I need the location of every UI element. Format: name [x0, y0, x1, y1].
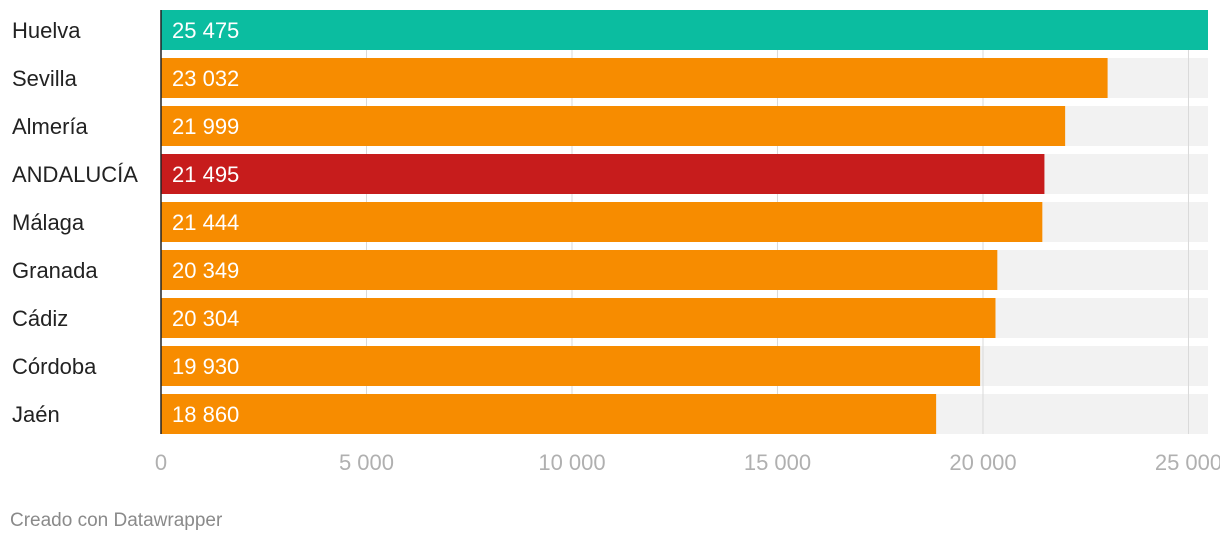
category-label: Cádiz — [12, 306, 68, 331]
value-label: 25 475 — [172, 18, 239, 43]
x-tick-label: 20 000 — [949, 450, 1016, 475]
bar — [161, 10, 1208, 50]
value-label: 21 495 — [172, 162, 239, 187]
bar — [161, 154, 1045, 194]
value-label: 21 444 — [172, 210, 239, 235]
bar — [161, 106, 1066, 146]
bar-chart: Huelva 25 475 Sevilla 23 032 Almería 21 999 AN… — [12, 10, 1220, 475]
bar — [161, 58, 1108, 98]
credit-text[interactable]: Creado con Datawrapper — [10, 510, 223, 531]
x-tick-label: 25 000 — [1155, 450, 1220, 475]
bar — [161, 298, 996, 338]
category-label: Huelva — [12, 18, 81, 43]
category-label: Almería — [12, 114, 89, 139]
value-label: 20 349 — [172, 258, 239, 283]
x-tick-label: 5 000 — [339, 450, 394, 475]
bar — [161, 250, 998, 290]
bar — [161, 346, 981, 386]
value-label: 21 999 — [172, 114, 239, 139]
x-tick-label: 10 000 — [538, 450, 605, 475]
value-label: 23 032 — [172, 66, 239, 91]
category-label: Córdoba — [12, 354, 97, 379]
x-tick-label: 0 — [155, 450, 167, 475]
bar — [161, 394, 937, 434]
value-label: 19 930 — [172, 354, 239, 379]
value-label: 18 860 — [172, 402, 239, 427]
category-label: Málaga — [12, 210, 85, 235]
category-label: Sevilla — [12, 66, 78, 91]
bar — [161, 202, 1043, 242]
category-label: Granada — [12, 258, 98, 283]
category-label: ANDALUCÍA — [12, 162, 138, 187]
category-label: Jaén — [12, 402, 60, 427]
value-label: 20 304 — [172, 306, 239, 331]
x-tick-label: 15 000 — [744, 450, 811, 475]
